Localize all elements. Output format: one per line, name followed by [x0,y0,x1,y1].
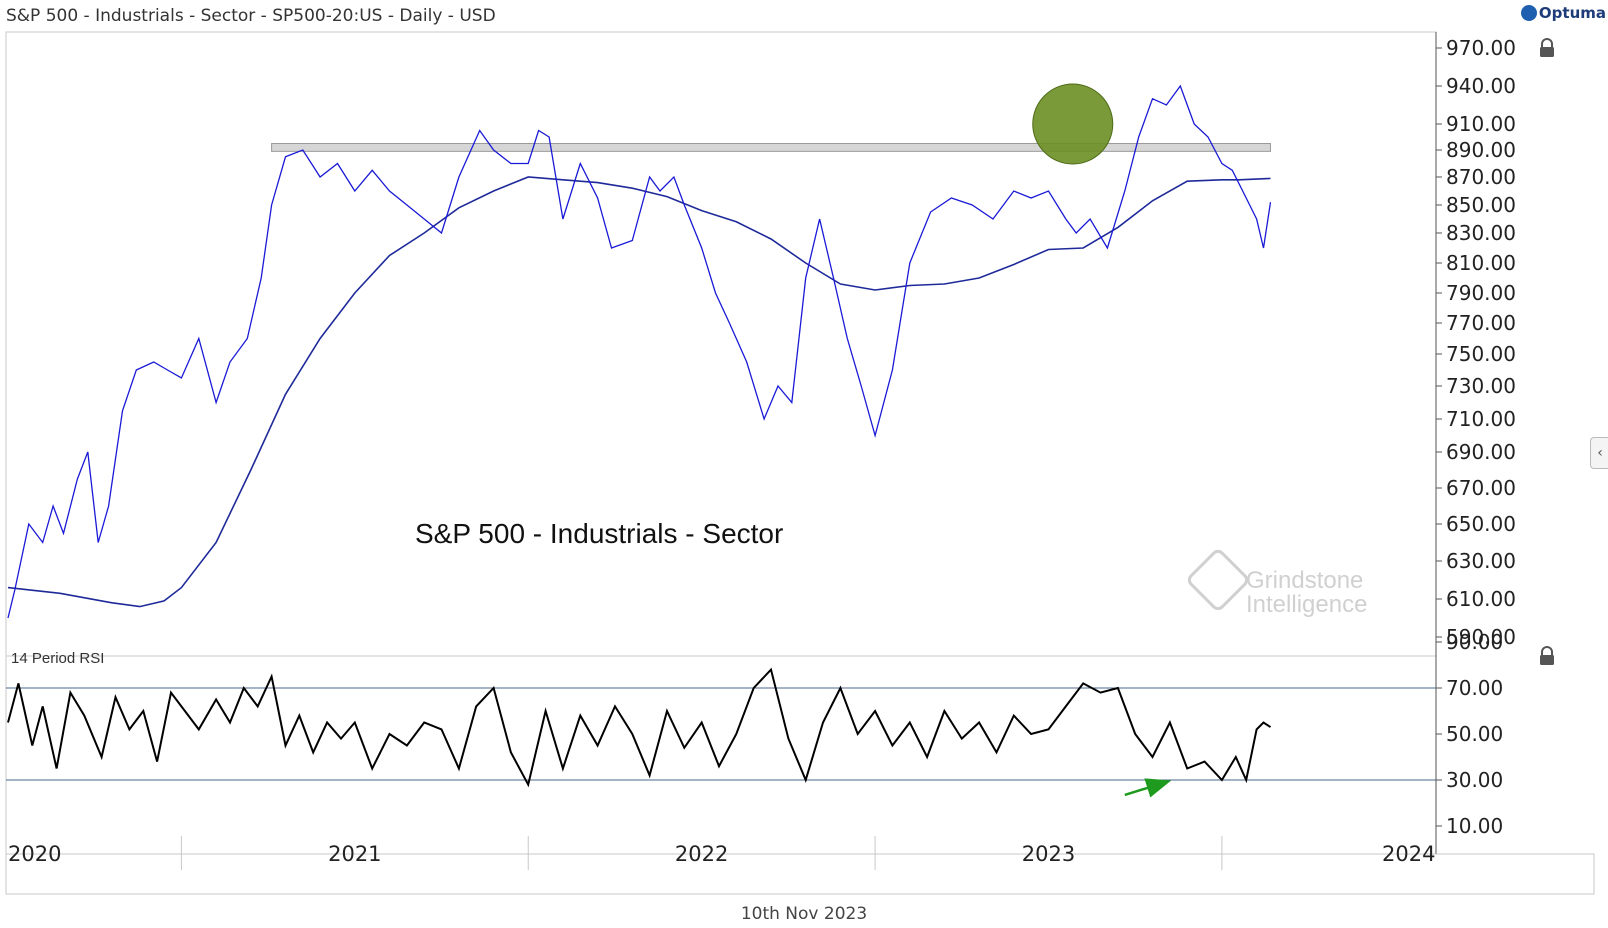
price-y-tick-label: 830.00 [1446,221,1516,245]
x-axis-year-labels: 2020 2021 2022 2023 2024 [8,836,1435,870]
optuma-logo: Optuma [1520,4,1606,22]
price-y-tick-label: 690.00 [1446,440,1516,464]
price-chart-title: S&P 500 - Industrials - Sector [415,518,783,549]
lock-icon[interactable] [1538,38,1556,58]
chart-header-title: S&P 500 - Industrials - Sector - SP500-2… [6,6,496,26]
x-axis-year-label: 2023 [1022,842,1075,866]
rsi-panel-title: 14 Period RSI [11,650,104,667]
price-y-tick-label: 810.00 [1446,251,1516,275]
rsi-panel-frame [5,655,1437,855]
price-y-tick-label: 970.00 [1446,36,1516,60]
rsi-y-tick-label: 50.00 [1446,722,1503,746]
footer-date: 10th Nov 2023 [740,904,868,924]
rsi-divergence-arrow [1124,778,1172,798]
price-y-tick-label: 610.00 [1446,587,1516,611]
watermark-line2: Intelligence [1246,591,1367,618]
price-y-tick-label: 710.00 [1446,407,1516,431]
optuma-logo-text: Optuma [1538,4,1606,22]
rsi-y-tick-label: 10.00 [1446,814,1503,838]
x-axis-year-label: 2024 [1382,842,1435,866]
price-y-tick-label: 850.00 [1446,193,1516,217]
price-y-tick-label: 670.00 [1446,476,1516,500]
watermark-line1: Grindstone [1246,567,1363,594]
watermark-icon [1187,549,1249,611]
x-axis-year-label: 2020 [8,842,61,866]
rsi-y-tick-label: 30.00 [1446,768,1503,792]
x-axis-year-label: 2021 [328,842,381,866]
price-y-tick-label: 590.00 [1446,625,1516,649]
rsi-line [7,667,1272,788]
x-axis-strip [5,853,1595,895]
rsi-y-tick-label: 90.00 [1446,630,1503,654]
price-y-tick-label: 730.00 [1446,374,1516,398]
price-panel-frame [5,31,1437,657]
price-y-tick-label: 910.00 [1446,112,1516,136]
rsi-y-ticks: 90.00 70.00 50.00 30.00 10.00 [1436,630,1503,838]
x-axis-year-label: 2022 [675,842,728,866]
highlight-circle [1032,83,1114,165]
price-y-tick-label: 870.00 [1446,165,1516,189]
price-y-tick-label: 890.00 [1446,138,1516,162]
rsi-y-tick-label: 70.00 [1446,676,1503,700]
price-y-tick-label: 790.00 [1446,281,1516,305]
price-y-tick-label: 770.00 [1446,311,1516,335]
optuma-logo-icon [1520,5,1537,21]
moving-average-line [7,176,1271,608]
watermark-logo: Grindstone Intelligence [1187,549,1367,618]
lock-icon[interactable] [1538,646,1556,666]
price-y-tick-label: 940.00 [1446,74,1516,98]
collapse-panel-chevron-icon[interactable]: ‹ [1590,437,1608,469]
price-y-tick-label: 750.00 [1446,342,1516,366]
price-y-tick-label: 630.00 [1446,549,1516,573]
price-line [7,84,1272,619]
resistance-band [271,143,1271,152]
price-y-tick-label: 650.00 [1446,512,1516,536]
